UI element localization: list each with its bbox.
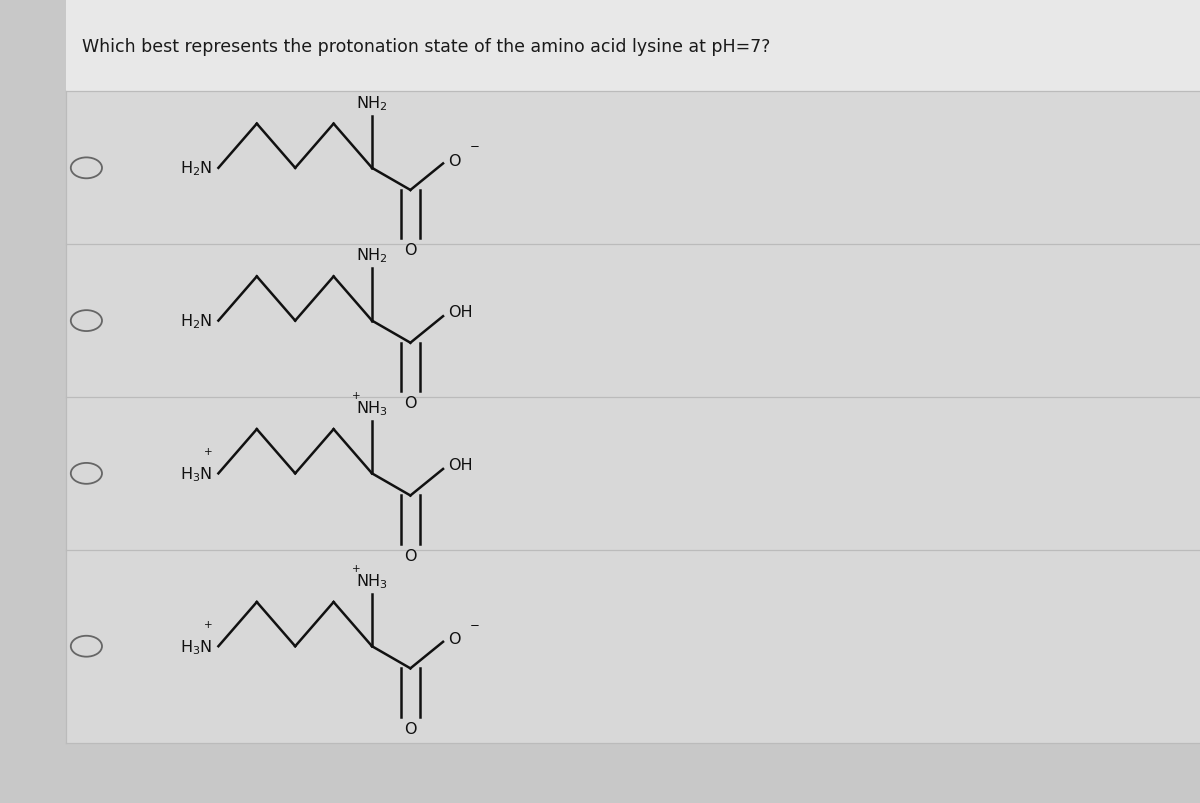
- Text: NH$_2$: NH$_2$: [356, 247, 388, 265]
- Text: +: +: [204, 446, 212, 456]
- Text: NH$_3$: NH$_3$: [356, 572, 388, 590]
- Text: −: −: [469, 140, 479, 153]
- Bar: [66, 245, 1200, 397]
- Text: O: O: [404, 721, 416, 736]
- Text: O: O: [448, 153, 461, 169]
- Text: OH: OH: [448, 304, 473, 320]
- Bar: [66, 397, 1200, 550]
- Text: O: O: [404, 548, 416, 563]
- Text: OH: OH: [448, 457, 473, 472]
- Text: H$_2$N: H$_2$N: [180, 312, 212, 331]
- Bar: [66, 92, 1200, 245]
- Text: H$_3$N: H$_3$N: [180, 464, 212, 483]
- Text: H$_3$N: H$_3$N: [180, 637, 212, 656]
- Text: NH$_3$: NH$_3$: [356, 399, 388, 418]
- Text: +: +: [204, 619, 212, 629]
- Bar: [66, 550, 1200, 743]
- Text: O: O: [404, 243, 416, 258]
- Text: −: −: [469, 618, 479, 631]
- Text: H$_2$N: H$_2$N: [180, 159, 212, 178]
- Text: NH$_2$: NH$_2$: [356, 94, 388, 112]
- Text: O: O: [448, 631, 461, 646]
- Text: +: +: [352, 564, 361, 573]
- Bar: [66, 0, 1200, 92]
- Text: +: +: [352, 391, 361, 401]
- Text: Which best represents the protonation state of the amino acid lysine at pH=7?: Which best represents the protonation st…: [82, 38, 770, 55]
- Text: O: O: [404, 396, 416, 410]
